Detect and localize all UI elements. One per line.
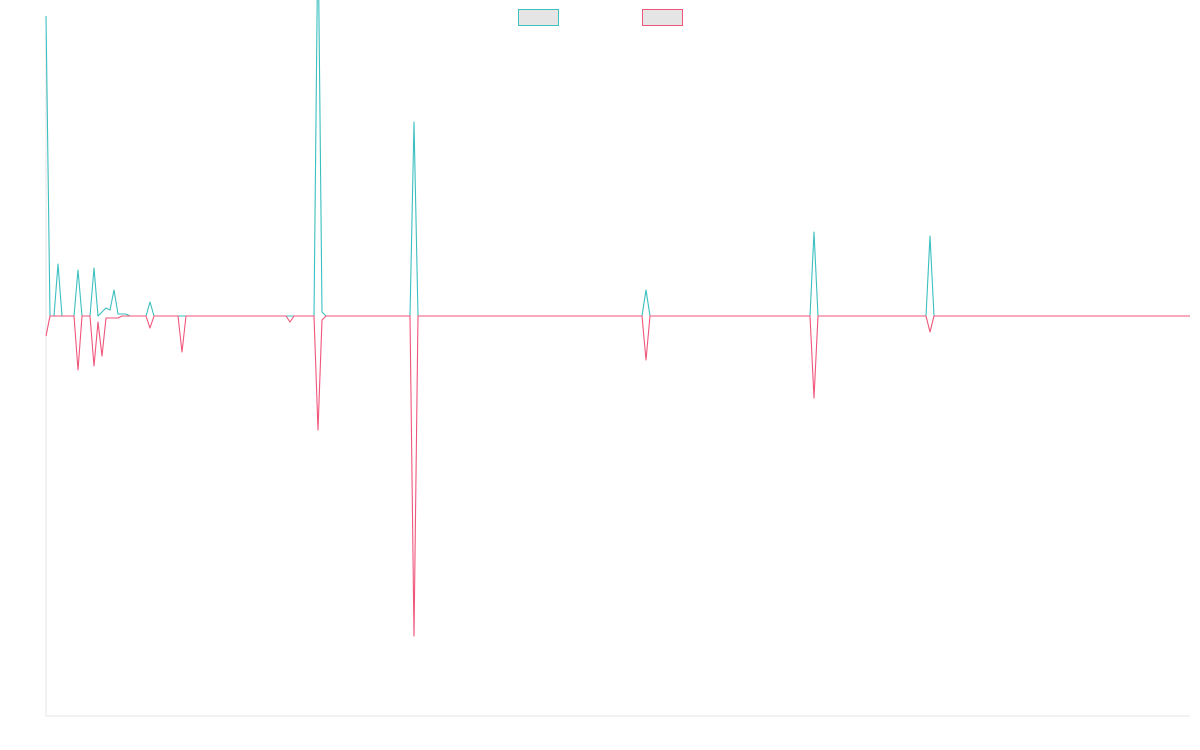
legend bbox=[518, 9, 683, 26]
series-line-1 bbox=[45, 315, 1190, 637]
legend-swatch-1 bbox=[642, 9, 683, 26]
series-line-0 bbox=[45, 0, 1190, 317]
axes bbox=[45, 36, 1190, 717]
series-layer bbox=[45, 0, 1190, 637]
legend-swatch-0 bbox=[518, 9, 559, 26]
